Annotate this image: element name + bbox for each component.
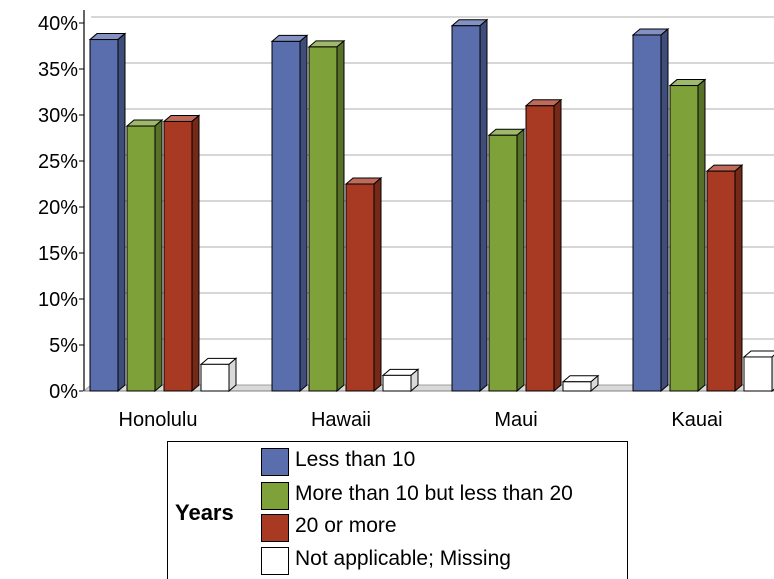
- x-tick-label: Kauai: [671, 409, 722, 431]
- legend-label: Less than 10: [295, 448, 416, 471]
- legend-label: 20 or more: [295, 514, 397, 537]
- bar-front: [706, 170, 736, 392]
- x-tick-label: Honolulu: [119, 409, 198, 431]
- bar: [742, 350, 774, 393]
- legend-swatch: [261, 448, 289, 476]
- legend-label: Not applicable; Missing: [295, 547, 511, 570]
- bar-side: [697, 78, 706, 393]
- bar: [705, 164, 744, 393]
- y-tick-label: 40%: [38, 13, 78, 35]
- bar-front: [562, 381, 592, 392]
- bar-side: [734, 164, 743, 393]
- bar-side: [479, 18, 488, 393]
- bar-front: [743, 356, 773, 392]
- bar-front: [163, 120, 193, 392]
- bar-side: [191, 114, 200, 393]
- bar: [88, 32, 127, 393]
- bar: [125, 118, 164, 393]
- bar-front: [669, 85, 699, 392]
- bar-front: [632, 34, 662, 392]
- bar-side: [660, 27, 669, 393]
- gridlines: [91, 16, 774, 340]
- bar: [199, 357, 238, 393]
- bar-side: [154, 118, 163, 393]
- bar-side: [117, 32, 126, 393]
- y-tick-label: 15%: [38, 243, 78, 265]
- x-tick-label: Hawaii: [311, 409, 371, 431]
- bar-front: [271, 40, 301, 392]
- legend-label: More than 10 but less than 20: [295, 482, 573, 505]
- legend-title: Years: [175, 500, 234, 525]
- y-tick-label: 5%: [49, 335, 78, 357]
- bar-side: [228, 357, 237, 393]
- bar-front: [525, 105, 555, 392]
- bar: [561, 374, 600, 393]
- bar-side: [516, 128, 525, 393]
- x-tick-label: Maui: [494, 409, 537, 431]
- bar: [307, 39, 346, 393]
- y-tick-label: 0%: [49, 381, 78, 403]
- bar: [162, 114, 201, 393]
- bar: [450, 18, 489, 393]
- bar-side: [553, 98, 562, 393]
- y-tick-label: 20%: [38, 197, 78, 219]
- bars: [88, 18, 774, 393]
- bar: [381, 368, 420, 393]
- bar: [631, 27, 670, 393]
- bar-front: [345, 183, 375, 392]
- bar-front: [200, 363, 230, 392]
- bar-chart: 0% 5% 10% 15% 20% 25% 30% 35% 40% Honolulu Hawaii M…: [38, 10, 774, 431]
- bar: [487, 128, 526, 393]
- bar: [344, 176, 383, 393]
- bar-front: [488, 134, 518, 392]
- bar-top: [742, 350, 774, 358]
- bar-front: [308, 46, 338, 392]
- bar: [270, 34, 309, 393]
- legend-swatch: [261, 514, 289, 542]
- bar-side: [373, 176, 382, 393]
- bar-front: [451, 25, 481, 392]
- bar: [668, 78, 707, 393]
- bar-front: [89, 39, 119, 392]
- y-tick-label: 35%: [38, 59, 78, 81]
- y-tick-label: 10%: [38, 289, 78, 311]
- bar-side: [299, 34, 308, 393]
- bar-front: [126, 125, 156, 392]
- legend-swatch: [261, 547, 289, 575]
- bar-side: [336, 39, 345, 393]
- y-tick-label: 30%: [38, 105, 78, 127]
- bar: [524, 98, 563, 393]
- legend-swatch: [261, 482, 289, 510]
- labels: 0% 5% 10% 15% 20% 25% 30% 35% 40% Honolulu Hawaii M…: [38, 13, 723, 431]
- legend: Years Less than 10 More than 10 but less…: [167, 441, 628, 579]
- bar-front: [382, 374, 412, 392]
- y-tick-label: 25%: [38, 151, 78, 173]
